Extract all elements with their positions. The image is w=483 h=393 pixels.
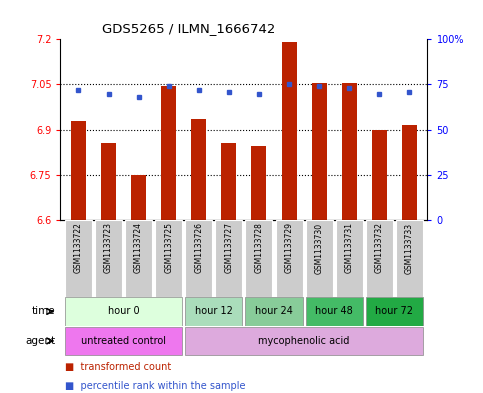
Bar — [366, 220, 393, 297]
Text: hour 24: hour 24 — [255, 307, 293, 316]
Text: ■  percentile rank within the sample: ■ percentile rank within the sample — [65, 381, 246, 391]
Text: hour 72: hour 72 — [375, 307, 413, 316]
Bar — [245, 297, 302, 325]
Text: GSM1133729: GSM1133729 — [284, 222, 294, 274]
Bar — [372, 130, 387, 220]
Bar — [95, 220, 122, 297]
Text: GSM1133732: GSM1133732 — [375, 222, 384, 274]
Text: untreated control: untreated control — [81, 336, 166, 346]
Text: GSM1133722: GSM1133722 — [74, 222, 83, 273]
Bar — [245, 220, 272, 297]
Text: GSM1133730: GSM1133730 — [314, 222, 324, 274]
Text: hour 12: hour 12 — [195, 307, 233, 316]
Bar — [65, 297, 182, 325]
Bar — [341, 83, 357, 220]
Bar — [65, 220, 92, 297]
Bar — [215, 220, 242, 297]
Bar — [65, 327, 182, 355]
Text: ■  transformed count: ■ transformed count — [65, 362, 171, 372]
Bar — [366, 297, 423, 325]
Bar — [306, 220, 333, 297]
Bar — [306, 297, 363, 325]
Text: hour 48: hour 48 — [315, 307, 353, 316]
Text: GSM1133733: GSM1133733 — [405, 222, 414, 274]
Text: GSM1133728: GSM1133728 — [255, 222, 263, 273]
Bar — [336, 220, 363, 297]
Bar — [396, 220, 423, 297]
Text: GSM1133726: GSM1133726 — [194, 222, 203, 274]
Text: agent: agent — [26, 336, 56, 346]
Text: GDS5265 / ILMN_1666742: GDS5265 / ILMN_1666742 — [102, 22, 275, 35]
Text: GSM1133725: GSM1133725 — [164, 222, 173, 274]
Bar — [282, 42, 297, 220]
Bar — [71, 121, 86, 220]
Text: time: time — [32, 307, 56, 316]
Bar — [312, 83, 327, 220]
Bar — [185, 327, 423, 355]
Bar — [185, 297, 242, 325]
Bar — [191, 119, 206, 220]
Bar — [252, 146, 267, 220]
Bar — [275, 220, 302, 297]
Text: GSM1133727: GSM1133727 — [225, 222, 233, 274]
Bar — [101, 143, 116, 220]
Bar — [131, 175, 146, 220]
Bar — [402, 125, 417, 220]
Bar — [185, 220, 213, 297]
Text: mycophenolic acid: mycophenolic acid — [258, 336, 350, 346]
Text: hour 0: hour 0 — [108, 307, 140, 316]
Bar — [221, 143, 236, 220]
Bar — [125, 220, 152, 297]
Bar — [155, 220, 182, 297]
Text: GSM1133724: GSM1133724 — [134, 222, 143, 274]
Text: GSM1133723: GSM1133723 — [104, 222, 113, 274]
Text: GSM1133731: GSM1133731 — [345, 222, 354, 274]
Bar — [161, 86, 176, 220]
